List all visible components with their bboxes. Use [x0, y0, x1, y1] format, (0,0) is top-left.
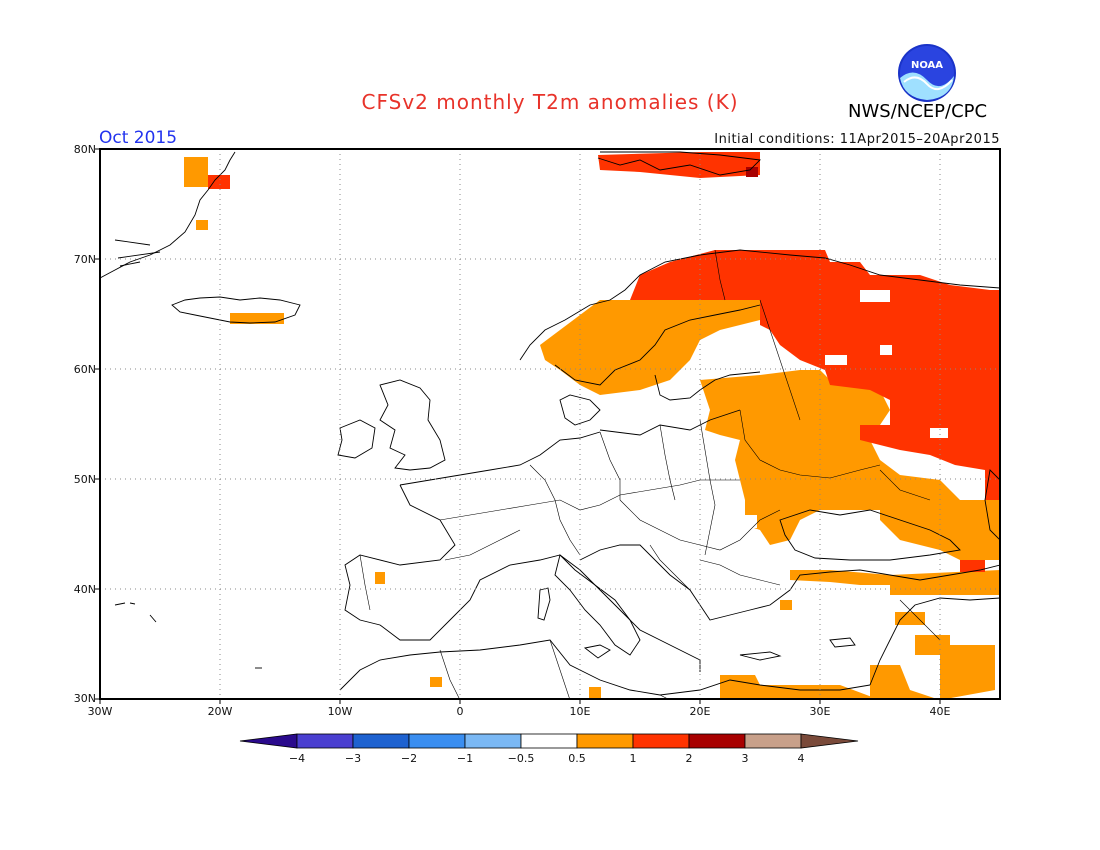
- lon-label: 30E: [809, 705, 831, 718]
- colorbar-label: 0.5: [568, 752, 586, 765]
- lon-label: 20E: [689, 705, 711, 718]
- colorbar: [239, 733, 859, 749]
- anomaly-fill-2-3: [746, 167, 758, 177]
- lat-label: 70N: [73, 253, 96, 266]
- lon-label: 20W: [207, 705, 233, 718]
- lat-label: 40N: [73, 583, 96, 596]
- colorbar-label: −3: [344, 752, 362, 765]
- grid-lines: [100, 149, 1000, 699]
- lon-label: 30W: [87, 705, 113, 718]
- lon-label: 40E: [929, 705, 951, 718]
- lat-label: 60N: [73, 363, 96, 376]
- svg-text:NOAA: NOAA: [911, 60, 943, 71]
- colorbar-max-arrow: [800, 733, 859, 749]
- colorbar-label: 3: [741, 752, 749, 765]
- colorbar-label: 4: [797, 752, 805, 765]
- initial-conditions-label: Initial conditions: 11Apr2015–20Apr2015: [714, 132, 1000, 147]
- colorbar-min-arrow: [239, 733, 298, 749]
- lat-label: 50N: [73, 473, 96, 486]
- valid-month-label: Oct 2015: [99, 128, 178, 148]
- lat-label: 30N: [73, 692, 96, 705]
- map-title: CFSv2 monthly T2m anomalies (K): [361, 90, 739, 114]
- agency-label: NWS/NCEP/CPC: [848, 101, 988, 122]
- anomaly-fill-1-2: [208, 152, 1000, 572]
- colorbar-label: −0.5: [507, 752, 535, 765]
- coastlines: [100, 151, 1000, 696]
- colorbar-label: −4: [288, 752, 306, 765]
- colorbar-label: 2: [685, 752, 693, 765]
- colorbar-label: 1: [629, 752, 637, 765]
- noaa-logo: NOAA: [898, 44, 956, 102]
- lon-label: 10W: [327, 705, 353, 718]
- lat-label: 80N: [73, 143, 96, 156]
- colorbar-label: −2: [400, 752, 418, 765]
- lon-label: 0: [456, 705, 464, 718]
- colorbar-label: −1: [456, 752, 474, 765]
- lon-label: 10E: [569, 705, 591, 718]
- map-frame: [99, 148, 1001, 700]
